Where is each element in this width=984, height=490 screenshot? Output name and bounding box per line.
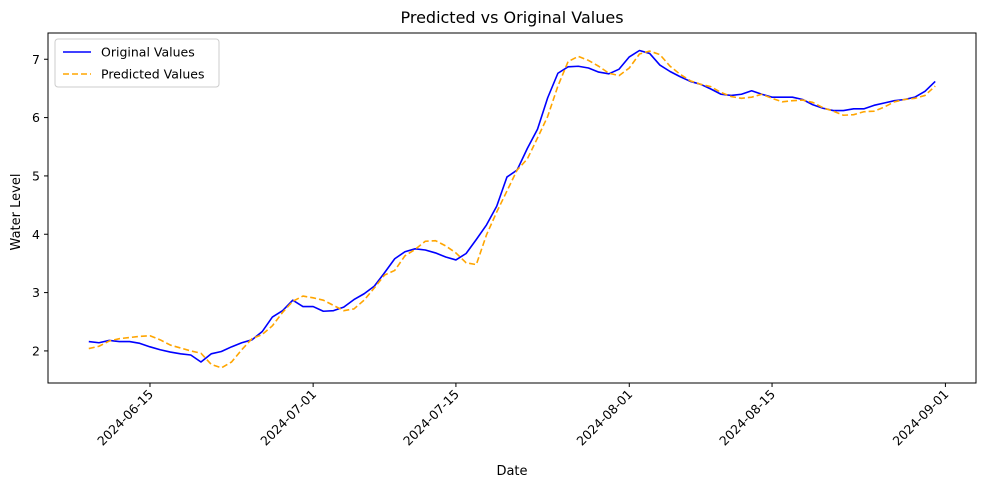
x-tick-label: 2024-09-01: [890, 387, 952, 449]
series-line-original: [88, 49, 936, 363]
legend: Original Values Predicted Values: [54, 38, 220, 88]
series-line-predicted: [88, 50, 936, 369]
y-tick-label: 5: [32, 168, 40, 183]
y-tick-label: 6: [32, 110, 40, 125]
legend-entry: Predicted Values: [101, 67, 205, 82]
y-axis-label: Water Level: [9, 174, 24, 251]
y-tick-label: 4: [32, 227, 40, 242]
legend-entry: Original Values: [101, 45, 195, 60]
x-axis-label: Date: [496, 464, 527, 479]
x-tick-label: 2024-08-15: [716, 387, 778, 449]
chart-title: Predicted vs Original Values: [400, 8, 623, 27]
plot-frame: [47, 32, 977, 384]
x-tick-label: 2024-07-15: [400, 387, 462, 449]
x-tick-label: 2024-06-15: [94, 387, 156, 449]
legend-box: [54, 38, 220, 88]
x-tick-label: 2024-08-01: [573, 387, 635, 449]
x-tick-label: 2024-07-01: [257, 387, 319, 449]
plot-area: 2 3 4 5 6 7 2024-06-15 2024-07-01 2024-07-15 2024…: [32, 32, 977, 449]
y-tick-label: 3: [32, 285, 40, 300]
y-tick-label: 7: [32, 52, 40, 67]
y-tick-label: 2: [32, 343, 40, 358]
